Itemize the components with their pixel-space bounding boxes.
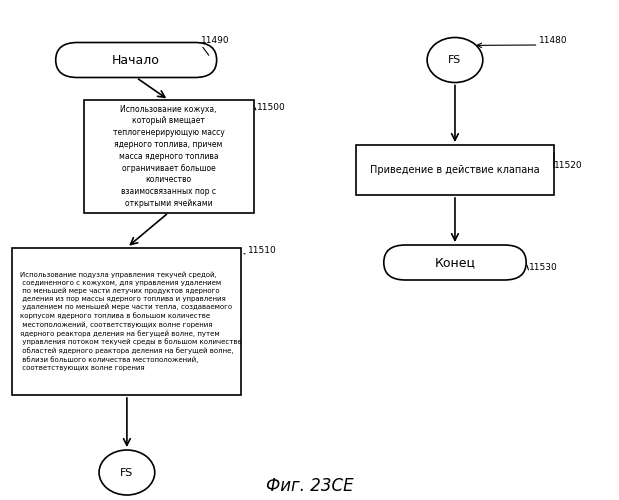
- Text: 11480: 11480: [539, 36, 567, 45]
- FancyBboxPatch shape: [84, 100, 254, 212]
- FancyBboxPatch shape: [356, 145, 554, 195]
- FancyBboxPatch shape: [384, 245, 526, 280]
- Circle shape: [427, 38, 483, 82]
- FancyBboxPatch shape: [12, 248, 241, 395]
- Text: 11520: 11520: [554, 161, 582, 170]
- Text: Конец: Конец: [435, 256, 475, 269]
- Text: 11510: 11510: [248, 246, 276, 255]
- Text: Начало: Начало: [112, 54, 160, 66]
- Text: FS: FS: [448, 55, 462, 65]
- Circle shape: [99, 450, 155, 495]
- Text: 11530: 11530: [529, 264, 558, 272]
- Text: Фиг. 23CE: Фиг. 23CE: [266, 477, 353, 495]
- Text: 11500: 11500: [257, 104, 285, 112]
- Text: Приведение в действие клапана: Приведение в действие клапана: [370, 165, 540, 175]
- Text: FS: FS: [120, 468, 134, 477]
- FancyBboxPatch shape: [56, 42, 217, 78]
- Text: Использование подузла управления текучей средой,
 соединенного с кожухом, для уп: Использование подузла управления текучей…: [20, 272, 241, 371]
- Text: Использование кожуха,
который вмещает
теплогенерирующую массу
ядерного топлива, : Использование кожуха, который вмещает те…: [113, 104, 225, 208]
- Text: 11490: 11490: [201, 36, 230, 45]
